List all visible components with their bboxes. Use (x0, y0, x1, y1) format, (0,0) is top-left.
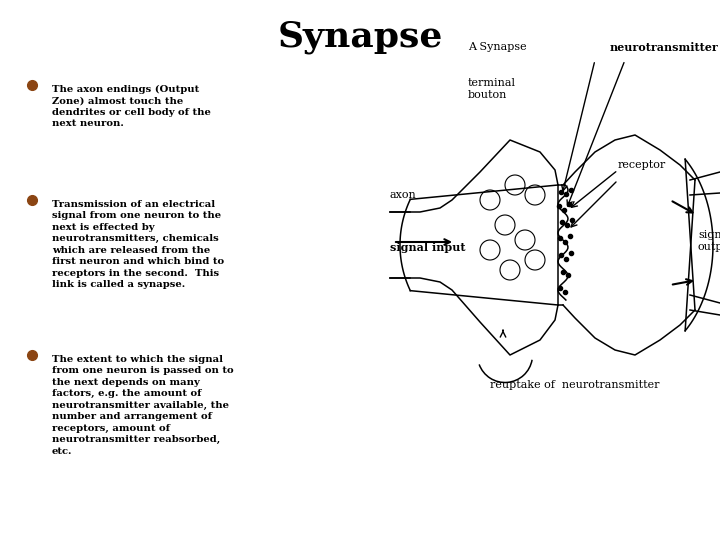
Text: terminal
bouton: terminal bouton (468, 78, 516, 100)
Text: Synapse: Synapse (277, 20, 443, 54)
Text: Transmission of an electrical
signal from one neuron to the
next is effected by
: Transmission of an electrical signal fro… (52, 200, 224, 289)
Text: The extent to which the signal
from one neuron is passed on to
the next depends : The extent to which the signal from one … (52, 355, 233, 456)
Text: signal
output: signal output (698, 230, 720, 252)
Text: signal input: signal input (390, 242, 466, 253)
Text: axon: axon (390, 190, 417, 200)
Text: The axon endings (Output
Zone) almost touch the
dendrites or cell body of the
ne: The axon endings (Output Zone) almost to… (52, 85, 211, 129)
Text: reuptake of  neurotransmitter: reuptake of neurotransmitter (490, 380, 660, 390)
Text: A Synapse: A Synapse (468, 42, 526, 52)
Text: neurotransmitter: neurotransmitter (610, 42, 719, 53)
Text: receptor: receptor (618, 160, 666, 170)
